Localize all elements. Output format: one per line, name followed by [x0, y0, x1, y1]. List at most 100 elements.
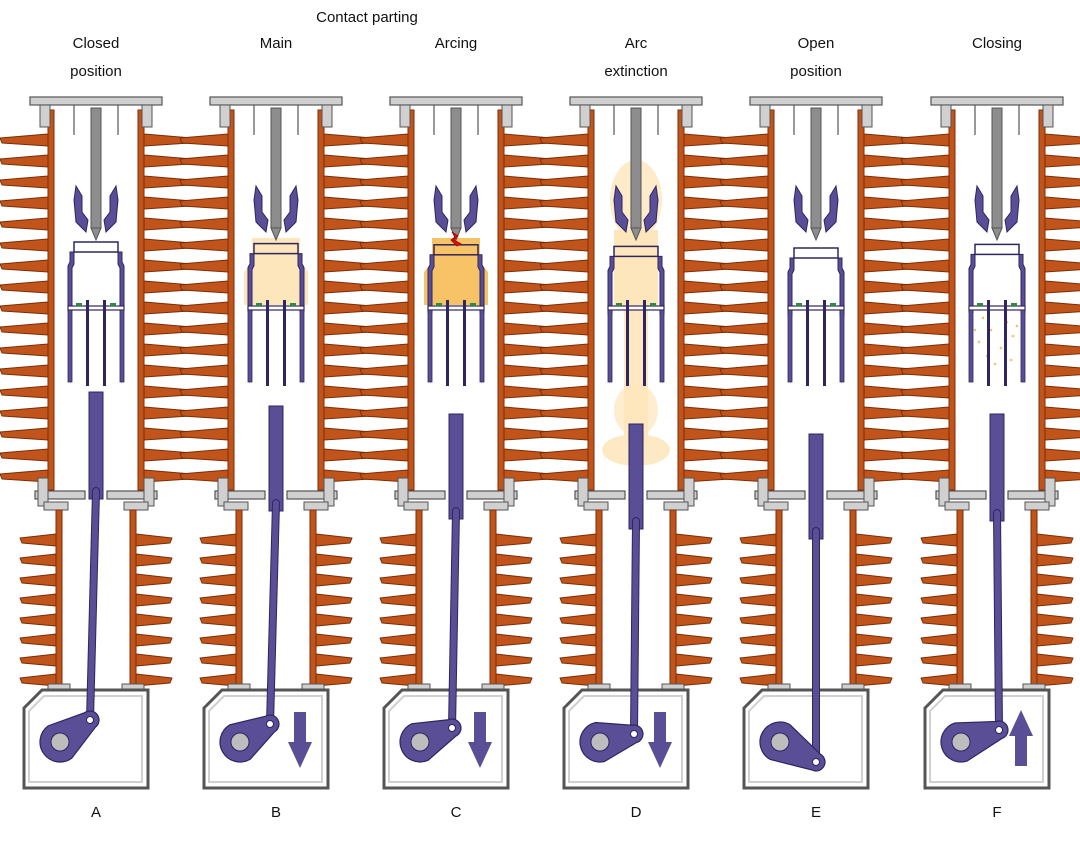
puffer-wall-right [1018, 253, 1026, 313]
gas-dot [1015, 324, 1019, 328]
fixed-contact-rod [90, 107, 102, 229]
top-flange-lug-right [321, 104, 333, 128]
piston-vent-left [616, 303, 622, 306]
guide-tube-right [659, 309, 665, 383]
lower-insulator-right-wall [129, 509, 137, 689]
inner-tube-left [446, 300, 449, 386]
mid-flange-right [826, 490, 878, 500]
mid-flange-lower-right [663, 501, 689, 511]
mid-flange-left [394, 490, 446, 500]
top-flange-lug-right [1042, 104, 1054, 128]
mid-lug-left [37, 477, 49, 507]
panel-d-title-line: Arc [624, 35, 648, 52]
gas-dot [1009, 358, 1013, 362]
gas-dot [993, 362, 997, 366]
main-contact-finger-right [1004, 184, 1020, 234]
top-guides [73, 105, 119, 135]
mid-flange-lower-right [1024, 501, 1050, 511]
fixed-contact-tip [630, 227, 642, 242]
mid-lug-right [323, 477, 335, 507]
operating-rod [808, 433, 824, 540]
mid-lug-right [863, 477, 875, 507]
panel-a [0, 96, 193, 790]
crank-shaft [410, 732, 430, 752]
fixed-contact-rod [270, 107, 282, 229]
panel-b-title-line: Main [259, 35, 293, 52]
operating-rod [268, 405, 284, 512]
crank-lever [399, 718, 462, 763]
mid-flange-lower-left [223, 501, 249, 511]
lower-insulator-left-sheds [559, 527, 597, 695]
crank-pin [448, 724, 456, 732]
gas-dot [973, 328, 977, 332]
top-guides [433, 105, 479, 135]
mechanism-housing-inner [748, 695, 863, 783]
connecting-link [631, 518, 639, 737]
connecting-link [87, 488, 99, 723]
piston-vent-left [977, 303, 983, 306]
top-flange-lug-right [681, 104, 693, 128]
mid-lug-left [938, 477, 950, 507]
lower-insulator-right-sheds [135, 527, 173, 695]
panel-c-title-line: Arcing [434, 35, 478, 52]
upper-insulator-left-sheds [900, 127, 950, 491]
mid-flange-right [286, 490, 338, 500]
upper-insulator-left-sheds [719, 127, 769, 491]
mid-flange-lower-right [483, 501, 509, 511]
top-flange [389, 96, 523, 106]
lower-insulator-right-sheds [495, 527, 533, 695]
lower-insulator-left-sheds [920, 527, 958, 695]
operating-rod [88, 391, 104, 500]
motion-arrow-down-icon [648, 712, 672, 768]
puffer-wall-left [968, 253, 976, 313]
top-flange [209, 96, 343, 106]
piston-vent-left [256, 303, 262, 306]
mid-flange-left [754, 490, 806, 500]
mid-flange-lower-left [583, 501, 609, 511]
main-contact-finger-right [283, 184, 299, 234]
connecting-link [449, 508, 459, 731]
top-flange [749, 96, 883, 106]
motion-arrow-up-icon [1009, 710, 1033, 766]
gas-dot [977, 340, 981, 344]
mechanism-housing-inner [388, 695, 503, 783]
top-flange-lug-right [501, 104, 513, 128]
crank-lever [219, 714, 280, 763]
panel-f-letter: F [992, 804, 1002, 821]
fixed-contact-rod [991, 107, 1003, 229]
panel-c-letter: C [450, 804, 462, 821]
upper-insulator-left-wall [948, 109, 956, 491]
upper-insulator-right-wall [1038, 109, 1046, 491]
main-contact-finger-right [103, 184, 119, 234]
gas-dot [1011, 334, 1015, 338]
mid-flange-left [34, 490, 86, 500]
piston-plate [67, 305, 125, 311]
gas-dot [989, 328, 993, 332]
lower-insulator-left-sheds [739, 527, 777, 695]
mid-lug-right [143, 477, 155, 507]
group-title: Contact parting [316, 9, 418, 26]
crank-pin [86, 716, 94, 724]
top-flange-lug-right [141, 104, 153, 128]
piston-vent-left [436, 303, 442, 306]
panel-f-title-line: Closing [971, 35, 1023, 52]
panel-e-title-line: Open [797, 35, 835, 52]
nozzle-throat [793, 247, 839, 259]
mid-flange-right [106, 490, 158, 500]
main-contact-finger-right [463, 184, 479, 234]
inner-tube-left [86, 300, 89, 386]
panel-d-letter: D [630, 804, 642, 821]
gas-volume [614, 230, 658, 310]
gas-dot [999, 346, 1003, 350]
top-flange [930, 96, 1064, 106]
top-flange-lug-left [759, 104, 771, 128]
panel-e-letter: E [810, 804, 821, 821]
panel-c [359, 96, 553, 790]
top-guides [974, 105, 1020, 135]
mid-flange-left [574, 490, 626, 500]
crank-shaft [951, 732, 971, 752]
crank-pin [812, 758, 820, 766]
panel-e [719, 96, 913, 790]
lower-insulator-left-sheds [379, 527, 417, 695]
